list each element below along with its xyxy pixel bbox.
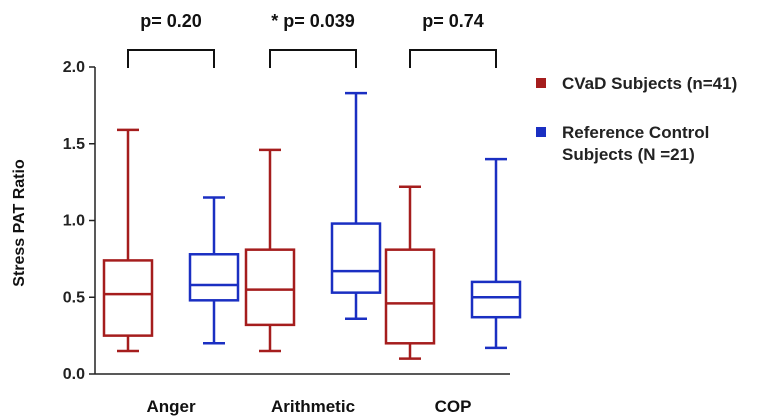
iqr-box (384, 248, 436, 345)
legend-entry-text: Subjects (N =21) (562, 145, 695, 164)
box-arithmetic-cvad (244, 148, 296, 353)
iqr-box (102, 259, 154, 337)
x-category-label: Arithmetic (271, 397, 355, 416)
comparisons: p= 0.20 * p= 0.039 p= 0.74 (127, 11, 497, 68)
box-cop-cvad (384, 185, 436, 360)
p-value-label: p= 0.20 (140, 11, 202, 31)
iqr-box (244, 248, 296, 327)
iqr-box (330, 222, 382, 294)
iqr-box (470, 280, 522, 319)
p-value-label: p= 0.74 (422, 11, 484, 31)
box-cop-control (470, 157, 522, 350)
y-tick-label: 1.5 (63, 136, 85, 153)
x-category-label: COP (435, 397, 472, 416)
significance-bracket (409, 49, 497, 68)
significance-bracket (127, 49, 215, 68)
y-tick-label: 0.5 (63, 289, 85, 306)
box-anger-control (188, 196, 240, 345)
box-arithmetic-control (330, 91, 382, 320)
boxes (102, 91, 522, 360)
y-tick-label: 2.0 (63, 59, 85, 76)
x-category-label: Anger (146, 397, 196, 416)
legend-swatch (536, 127, 546, 137)
box-anger-cvad (102, 128, 154, 353)
legend-entry-text: CVaD Subjects (n=41) (562, 74, 737, 93)
y-tick-label: 0.0 (63, 366, 85, 383)
legend: CVaD Subjects (n=41) Reference Control Sub… (536, 74, 737, 164)
legend-swatch (536, 78, 546, 88)
legend-entry-text: Reference Control (562, 123, 709, 142)
axes: 0.0 0.5 1.0 1.5 2.0 Anger Arithmetic COP (63, 59, 510, 416)
p-value-label: * p= 0.039 (271, 11, 355, 31)
iqr-box (188, 253, 240, 302)
y-axis-label: Stress PAT Ratio (11, 159, 28, 287)
significance-bracket (269, 49, 357, 68)
y-tick-label: 1.0 (63, 213, 85, 230)
